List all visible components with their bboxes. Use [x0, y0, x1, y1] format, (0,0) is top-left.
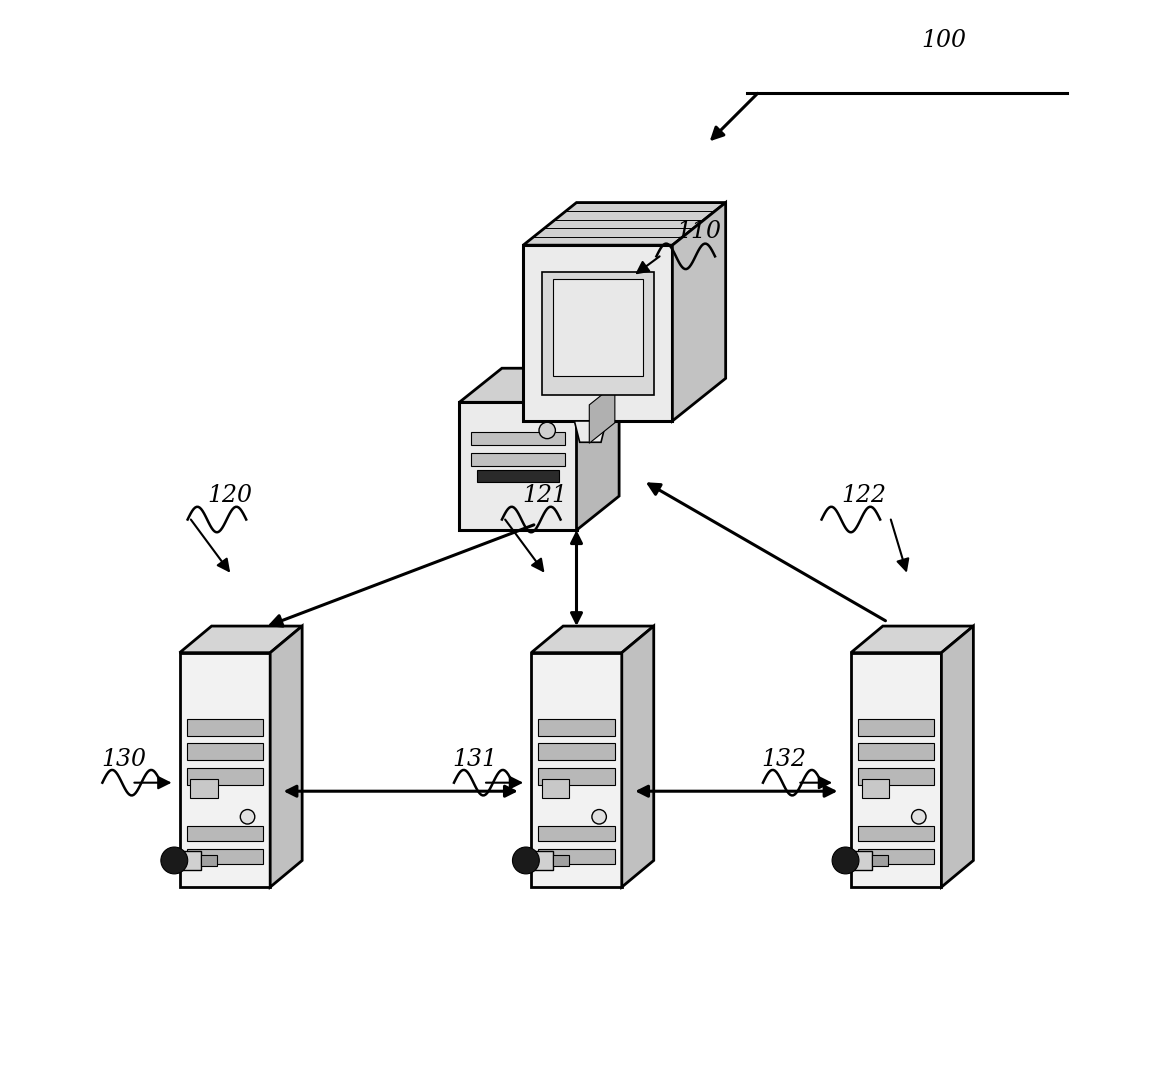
Polygon shape [542, 780, 570, 798]
Polygon shape [180, 627, 302, 652]
Text: 130: 130 [101, 748, 146, 771]
Polygon shape [187, 720, 263, 736]
Text: 131: 131 [453, 748, 498, 771]
Polygon shape [201, 855, 217, 866]
Polygon shape [472, 453, 565, 466]
Polygon shape [532, 627, 654, 652]
Polygon shape [672, 202, 725, 421]
Polygon shape [523, 245, 672, 421]
Text: 100: 100 [921, 29, 966, 51]
Circle shape [512, 847, 540, 874]
Polygon shape [553, 280, 642, 376]
Polygon shape [542, 272, 654, 394]
Polygon shape [472, 432, 565, 444]
Text: 122: 122 [842, 483, 887, 507]
Polygon shape [538, 826, 615, 841]
Text: 132: 132 [762, 748, 807, 771]
Polygon shape [538, 849, 615, 864]
Circle shape [240, 810, 255, 824]
Text: 110: 110 [677, 221, 722, 243]
Circle shape [161, 847, 188, 874]
Circle shape [591, 810, 606, 824]
Polygon shape [851, 652, 941, 887]
Polygon shape [858, 742, 934, 759]
Polygon shape [574, 421, 606, 442]
Polygon shape [576, 368, 619, 530]
Polygon shape [845, 850, 872, 870]
Polygon shape [872, 855, 888, 866]
Polygon shape [851, 627, 973, 652]
Polygon shape [552, 855, 568, 866]
Polygon shape [589, 384, 615, 443]
Polygon shape [538, 768, 615, 785]
Polygon shape [187, 826, 263, 841]
Polygon shape [180, 652, 270, 887]
Circle shape [538, 422, 556, 439]
Polygon shape [187, 849, 263, 864]
Polygon shape [190, 780, 218, 798]
Polygon shape [187, 742, 263, 759]
Polygon shape [941, 627, 973, 887]
Polygon shape [538, 742, 615, 759]
Polygon shape [858, 720, 934, 736]
Polygon shape [532, 652, 621, 887]
Polygon shape [523, 202, 725, 245]
Polygon shape [538, 720, 615, 736]
Polygon shape [477, 470, 559, 482]
Polygon shape [526, 850, 552, 870]
Text: 120: 120 [208, 483, 253, 507]
Polygon shape [187, 768, 263, 785]
Polygon shape [621, 627, 654, 887]
Polygon shape [459, 368, 619, 403]
Text: 121: 121 [522, 483, 567, 507]
Polygon shape [858, 768, 934, 785]
Polygon shape [270, 627, 302, 887]
Polygon shape [459, 403, 576, 530]
Polygon shape [858, 849, 934, 864]
Polygon shape [861, 780, 889, 798]
Polygon shape [174, 850, 201, 870]
Circle shape [832, 847, 859, 874]
Circle shape [912, 810, 926, 824]
Polygon shape [858, 826, 934, 841]
